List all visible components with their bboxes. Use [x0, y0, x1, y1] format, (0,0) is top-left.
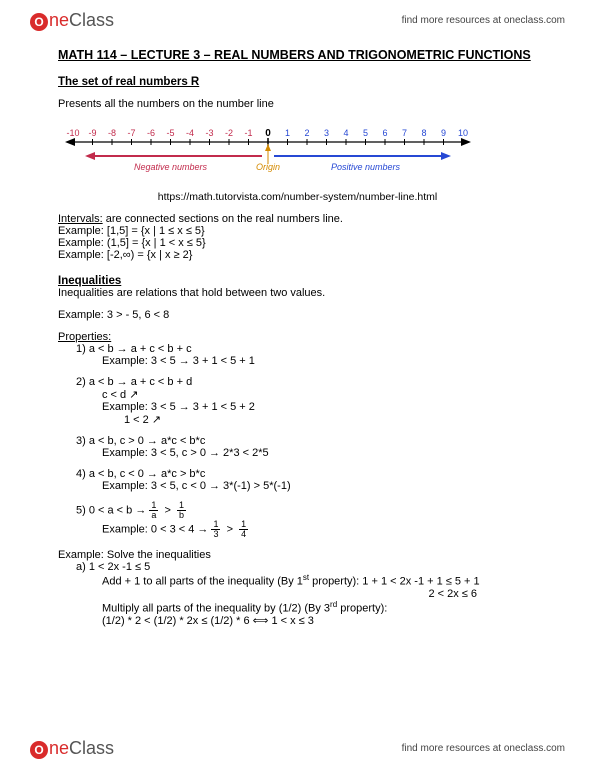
ineq-desc: Inequalities are relations that hold bet…: [58, 287, 537, 299]
prop5-a: 5) 0 < a < b → 1a > 1b: [58, 501, 537, 520]
svg-text:-9: -9: [88, 128, 96, 138]
footer: O ne Class find more resources at onecla…: [0, 728, 595, 766]
properties-label: Properties:: [58, 331, 537, 343]
svg-text:5: 5: [363, 128, 368, 138]
frac-1b: 1b: [177, 501, 186, 520]
intervals-text: are connected sections on the real numbe…: [103, 213, 343, 225]
svg-text:8: 8: [421, 128, 426, 138]
svg-text:-4: -4: [186, 128, 194, 138]
logo-class: Class: [69, 10, 114, 31]
interval-ex1: Example: [1,5] = {x | 1 ≤ x ≤ 5}: [58, 225, 537, 237]
svg-text:2: 2: [304, 128, 309, 138]
solve-a3: 2 < 2x ≤ 6: [58, 588, 537, 600]
logo: O ne Class: [30, 10, 114, 31]
prop5-pre: 5) 0 < a < b →: [76, 504, 149, 516]
prop4-a: 4) a < b, c < 0 → a*c > b*c: [58, 468, 537, 480]
page-content: MATH 114 – LECTURE 3 – REAL NUMBERS AND …: [0, 38, 595, 627]
section-inequalities: Inequalities: [58, 275, 537, 287]
solve-intro: Example: Solve the inequalities: [58, 549, 537, 561]
svg-text:6: 6: [382, 128, 387, 138]
footer-logo: O ne Class: [30, 738, 114, 759]
frac-14: 14: [239, 520, 248, 539]
intervals-label: Intervals:: [58, 213, 103, 225]
prop5b-pre: Example: 0 < 3 < 4 →: [102, 523, 211, 535]
svg-text:1: 1: [285, 128, 290, 138]
solve-a5: (1/2) * 2 < (1/2) * 2x ≤ (1/2) * 6 ⟺ 1 <…: [58, 614, 537, 627]
prop3-b: Example: 3 < 5, c > 0 → 2*3 < 2*5: [58, 447, 537, 459]
prop2-c: Example: 3 < 5 → 3 + 1 < 5 + 2: [58, 401, 537, 413]
svg-text:-5: -5: [166, 128, 174, 138]
svg-text:Origin: Origin: [256, 162, 280, 172]
s1-text: Presents all the numbers on the number l…: [58, 98, 537, 110]
svg-text:9: 9: [441, 128, 446, 138]
solve-a2: Add + 1 to all parts of the inequality (…: [58, 573, 537, 588]
footer-tagline: find more resources at oneclass.com: [402, 743, 565, 754]
svg-text:-6: -6: [147, 128, 155, 138]
prop2-b: c < d ↗: [58, 388, 537, 401]
svg-text:0: 0: [265, 128, 271, 139]
header-tagline: find more resources at oneclass.com: [402, 15, 565, 26]
frac-1a: 1a: [149, 501, 158, 520]
prop4-b: Example: 3 < 5, c < 0 → 3*(-1) > 5*(-1): [58, 480, 537, 492]
number-line-caption: https://math.tutorvista.com/number-syste…: [58, 191, 537, 203]
svg-text:-1: -1: [244, 128, 252, 138]
number-line-diagram: -10-9-8-7-6-5-4-3-2-1012345678910Negativ…: [58, 124, 478, 184]
section-real-numbers: The set of real numbers R: [58, 76, 537, 88]
prop2-a: 2) a < b → a + c < b + d: [58, 376, 537, 388]
header: O ne Class find more resources at onecla…: [0, 0, 595, 38]
svg-text:3: 3: [324, 128, 329, 138]
footer-logo-ne: ne: [49, 738, 69, 759]
intervals-block: Intervals: are connected sections on the…: [58, 213, 537, 261]
prop3-a: 3) a < b, c > 0 → a*c < b*c: [58, 435, 537, 447]
page-title: MATH 114 – LECTURE 3 – REAL NUMBERS AND …: [58, 48, 537, 62]
footer-logo-class: Class: [69, 738, 114, 759]
svg-text:-8: -8: [108, 128, 116, 138]
interval-ex2: Example: (1,5] = {x | 1 < x ≤ 5}: [58, 237, 537, 249]
svg-text:10: 10: [458, 128, 468, 138]
svg-text:-10: -10: [66, 128, 79, 138]
svg-text:-3: -3: [205, 128, 213, 138]
logo-circle: O: [30, 13, 48, 31]
svg-text:7: 7: [402, 128, 407, 138]
frac-13: 13: [211, 520, 220, 539]
svg-text:-7: -7: [127, 128, 135, 138]
prop1-b: Example: 3 < 5 → 3 + 1 < 5 + 1: [58, 355, 537, 367]
prop2-d: 1 < 2 ↗: [58, 413, 537, 426]
solve-a1: a) 1 < 2x -1 ≤ 5: [58, 561, 537, 573]
prop5-b: Example: 0 < 3 < 4 → 13 > 14: [58, 520, 537, 539]
ineq-example: Example: 3 > - 5, 6 < 8: [58, 309, 537, 321]
svg-text:Negative numbers: Negative numbers: [134, 162, 208, 172]
svg-text:Positive numbers: Positive numbers: [331, 162, 401, 172]
svg-text:4: 4: [343, 128, 348, 138]
interval-ex3: Example: [-2,∞) = {x | x ≥ 2}: [58, 249, 537, 261]
footer-logo-circle: O: [30, 741, 48, 759]
svg-text:-2: -2: [225, 128, 233, 138]
solve-a4: Multiply all parts of the inequality by …: [58, 600, 537, 615]
logo-ne: ne: [49, 10, 69, 31]
prop1-a: 1) a < b → a + c < b + c: [58, 343, 537, 355]
